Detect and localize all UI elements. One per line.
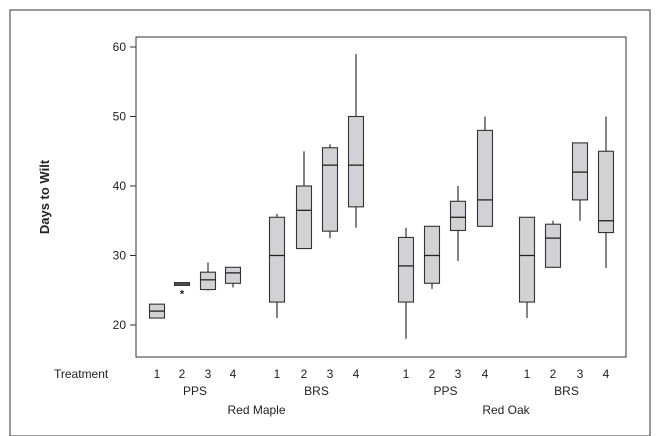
outlier-marker: * [180, 289, 185, 301]
box-iqr [597, 150, 615, 234]
treatment-row-label: Treatment [54, 367, 109, 381]
treatment-label: 2 [429, 367, 436, 381]
y-axis: 20 30 40 50 60 [113, 40, 136, 332]
treatment-label: 1 [403, 367, 410, 381]
box-red-oak-pps-2 [423, 225, 441, 289]
box-iqr [544, 223, 562, 268]
box-iqr [476, 129, 494, 227]
method-label: BRS [554, 384, 579, 398]
box-red-maple-brs-4 [347, 53, 365, 228]
treatment-label: 3 [327, 367, 334, 381]
treatment-label: 4 [230, 367, 237, 381]
y-tick-label: 20 [113, 318, 127, 332]
treatment-label: 2 [179, 367, 186, 381]
box-red-oak-pps-3 [449, 186, 467, 262]
treatment-label: 1 [524, 367, 531, 381]
box-iqr [199, 271, 217, 291]
y-tick-label: 50 [113, 110, 127, 124]
box-red-maple-pps-2: * [173, 282, 191, 301]
box-red-oak-pps-4 [476, 116, 494, 227]
box-red-maple-pps-3 [199, 262, 217, 291]
box-iqr [571, 142, 589, 201]
treatment-label: 4 [482, 367, 489, 381]
box-iqr [268, 216, 286, 303]
treatment-label: 4 [603, 367, 610, 381]
box-red-maple-brs-2 [295, 151, 313, 250]
box-red-maple-pps-1 [148, 303, 166, 319]
box-iqr [518, 216, 536, 303]
box-iqr [295, 185, 313, 250]
box-iqr [423, 225, 441, 284]
box-red-maple-brs-3 [321, 144, 339, 239]
y-axis-label: Days to Wilt [37, 159, 52, 234]
box-red-oak-brs-1 [518, 216, 536, 319]
box-iqr [397, 236, 415, 303]
treatment-label: 4 [353, 367, 360, 381]
treatment-label: 1 [154, 367, 161, 381]
box-red-oak-brs-2 [544, 220, 562, 269]
box-red-oak-brs-3 [571, 142, 589, 221]
box-red-maple-brs-1 [268, 213, 286, 319]
box-red-maple-pps-4 [224, 266, 242, 288]
method-label: PPS [183, 384, 207, 398]
treatment-label: 2 [550, 367, 557, 381]
y-tick-label: 30 [113, 249, 127, 263]
species-label: Red Maple [227, 403, 285, 417]
treatment-label: 2 [301, 367, 308, 381]
box-red-oak-brs-4 [597, 116, 615, 269]
x-axis-labels: 1 2 3 4 PPS 1 2 3 4 BRS Red Maple 1 2 3 4 PPS 1 2 3 4 BRS Red… [154, 367, 610, 417]
box-series: * [148, 53, 615, 339]
plot-area [135, 36, 627, 358]
y-tick-label: 60 [113, 40, 127, 54]
box-iqr [321, 147, 339, 232]
treatment-label: 3 [455, 367, 462, 381]
method-label: BRS [304, 384, 329, 398]
species-label: Red Oak [482, 403, 530, 417]
method-label: PPS [433, 384, 457, 398]
box-iqr [449, 200, 467, 232]
box-red-oak-pps-1 [397, 227, 415, 339]
box-iqr [224, 266, 242, 284]
y-tick-label: 40 [113, 179, 127, 193]
treatment-label: 3 [577, 367, 584, 381]
box-iqr [347, 115, 365, 208]
treatment-label: 3 [205, 367, 212, 381]
treatment-label: 1 [274, 367, 281, 381]
